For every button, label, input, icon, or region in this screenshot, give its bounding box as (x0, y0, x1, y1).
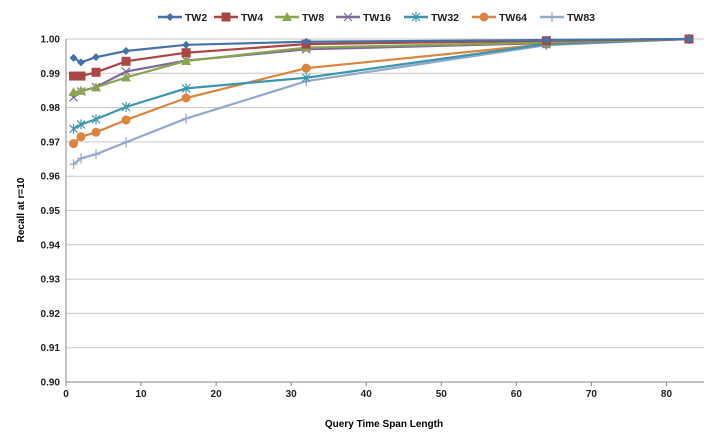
data-point-tw64 (121, 115, 131, 125)
x-tick-label: 0 (63, 389, 69, 400)
data-point-tw8 (68, 87, 79, 97)
data-point-tw2 (92, 53, 101, 62)
data-point-tw2 (684, 35, 693, 43)
data-point-tw8 (181, 55, 192, 65)
x-tick-label: 40 (361, 389, 373, 400)
data-point-tw2 (77, 58, 86, 67)
legend-marker-tw2 (166, 13, 174, 21)
data-point-tw32 (301, 72, 311, 83)
data-point-tw64 (181, 93, 191, 103)
data-point-tw32 (76, 119, 86, 130)
data-point-tw64 (91, 127, 101, 137)
x-tick-label: 70 (586, 389, 598, 400)
legend-item-tw4: TW4 (214, 12, 263, 24)
series-tw32 (69, 34, 694, 134)
legend-label-tw16: TW16 (363, 12, 391, 24)
legend-item-tw32: TW32 (404, 12, 459, 24)
data-point-tw64 (76, 132, 86, 142)
legend-marker-tw32 (411, 12, 421, 22)
data-point-tw83 (122, 137, 131, 148)
data-point-tw2 (302, 37, 311, 46)
data-point-tw83 (77, 153, 86, 164)
data-point-tw8 (76, 85, 87, 95)
series-lines (68, 34, 694, 170)
legend-marker-tw83 (548, 12, 556, 22)
data-point-tw2 (122, 47, 131, 56)
y-tick-label: 0.92 (41, 309, 61, 320)
legend-marker-tw8 (282, 12, 292, 21)
legend-item-tw2: TW2 (158, 12, 207, 24)
x-tick-label: 50 (436, 389, 448, 400)
legend-item-tw8: TW8 (275, 12, 324, 24)
data-point-tw4 (181, 48, 191, 58)
y-tick-label: 0.96 (41, 172, 61, 183)
legend-marker-tw64 (479, 12, 489, 22)
series-line-tw8 (73, 37, 690, 94)
x-tick-label: 60 (511, 389, 523, 400)
data-point-tw2 (69, 53, 78, 62)
legend-item-tw64: TW64 (472, 12, 527, 24)
data-point-tw2 (182, 40, 191, 49)
y-axis-label: Recall at r=10 (16, 177, 27, 242)
legend-item-tw16: TW16 (336, 12, 391, 24)
gridlines (66, 38, 704, 383)
legend-label-tw8: TW8 (302, 12, 324, 24)
data-point-tw8 (91, 82, 102, 92)
y-tick-label: 0.93 (41, 275, 61, 286)
series-line-tw83 (72, 37, 690, 166)
data-point-tw4 (121, 56, 131, 66)
data-point-tw64 (69, 139, 79, 149)
series-line-tw32 (72, 37, 690, 130)
data-point-tw4 (69, 71, 79, 81)
data-point-tw32 (69, 123, 78, 134)
x-tick-label: 20 (211, 389, 223, 400)
data-point-tw8 (121, 72, 132, 82)
legend-marker-tw4 (221, 12, 231, 22)
y-tick-label: 0.90 (41, 378, 61, 389)
legend-item-tw83: TW83 (540, 12, 595, 24)
legend-label-tw83: TW83 (567, 12, 595, 24)
y-tick-label: 0.95 (41, 206, 61, 217)
x-tick-label: 80 (661, 389, 673, 400)
legend-marker-tw16 (343, 12, 353, 22)
data-point-tw2 (542, 36, 551, 45)
series-tw64 (69, 34, 694, 149)
data-point-tw32 (181, 83, 191, 94)
data-point-tw83 (182, 113, 191, 124)
y-tick-label: 0.94 (41, 240, 61, 251)
data-point-tw83 (69, 159, 78, 170)
data-point-tw64 (301, 63, 311, 73)
legend-label-tw64: TW64 (499, 12, 527, 24)
legend: TW2 TW4 TW8 TW16 TW32 TW64 TW83 (158, 12, 595, 24)
data-point-tw32 (91, 114, 101, 125)
legend-label-tw32: TW32 (431, 12, 459, 24)
x-tick-label: 30 (286, 389, 298, 400)
x-tick-label: 10 (135, 389, 147, 400)
data-point-tw4 (76, 71, 86, 81)
legend-label-tw2: TW2 (185, 12, 207, 24)
x-axis-label: Query Time Span Length (325, 419, 443, 430)
data-point-tw32 (121, 101, 131, 112)
data-point-tw4 (91, 67, 101, 77)
y-tick-label: 0.99 (41, 69, 61, 80)
y-tick-label: 0.91 (41, 343, 61, 354)
legend-label-tw4: TW4 (241, 12, 263, 24)
y-tick-label: 0.97 (41, 137, 61, 148)
data-point-tw16 (121, 67, 131, 77)
axes: 0.90 0.91 0.92 0.93 0.94 0.95 0.96 0.97 0.98 0.99… (41, 35, 704, 400)
data-point-tw83 (92, 149, 101, 160)
series-tw83 (69, 34, 693, 170)
series-tw2 (69, 35, 693, 67)
y-tick-label: 1.00 (41, 35, 61, 46)
y-tick-label: 0.98 (41, 103, 61, 114)
